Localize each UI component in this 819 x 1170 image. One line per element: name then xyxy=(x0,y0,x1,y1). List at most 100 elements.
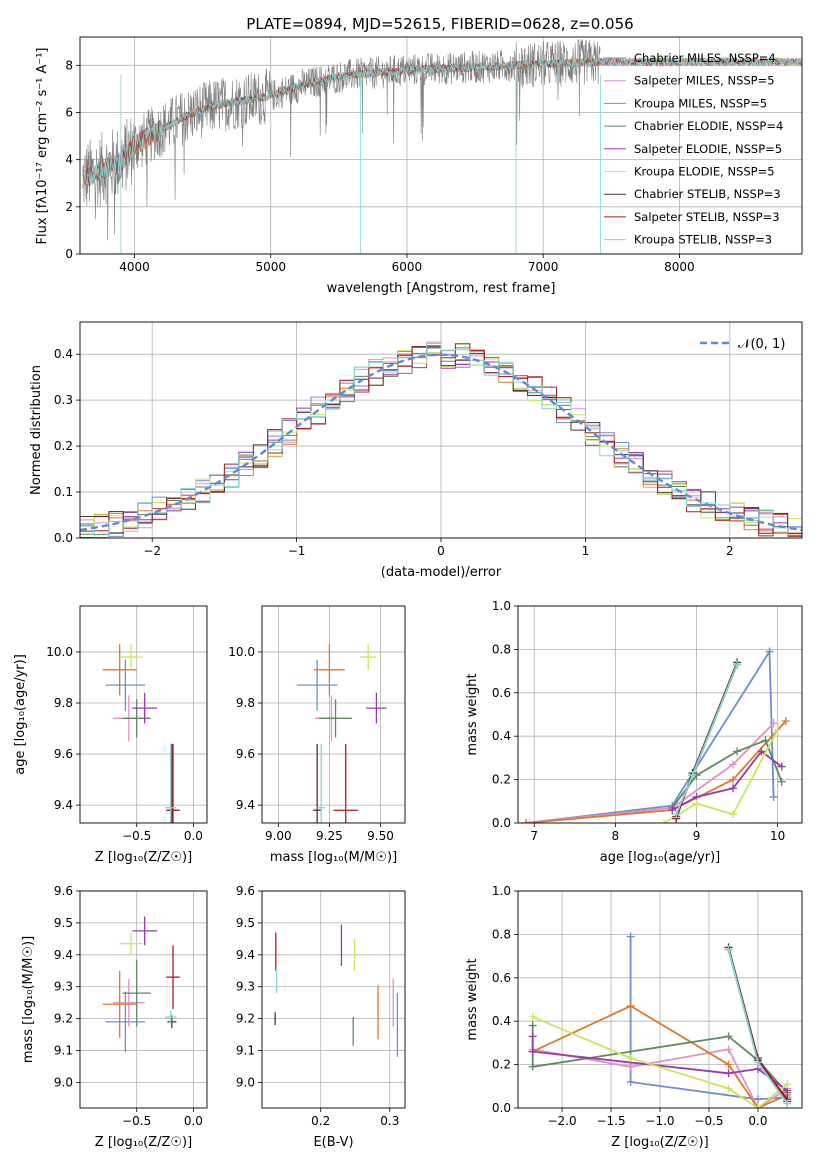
plot-area xyxy=(80,341,802,538)
x-tick-label: −2 xyxy=(143,544,161,558)
x-tick-label: 0.0 xyxy=(184,1114,203,1128)
y-tick-label: 0.8 xyxy=(492,927,511,941)
y-tick-label: 0.2 xyxy=(492,1058,511,1072)
weight-marker xyxy=(765,647,774,656)
weight-marker xyxy=(528,1032,537,1041)
x-tick-label: 7 xyxy=(530,829,538,843)
y-tick-label: 0.6 xyxy=(492,971,511,985)
panel-mass-vs-ebv: 0.2 0.3 9.0 9.1 9.2 9.3 9.4 9.5 9.6 E(B-V) xyxy=(236,884,406,1150)
y-tick-label: 9.4 xyxy=(54,948,73,962)
weight-marker xyxy=(757,747,766,756)
y-axis-label: Normed distribution xyxy=(29,365,44,495)
x-tick-label: 6000 xyxy=(392,260,423,274)
y-tick-label: 9.1 xyxy=(54,1044,73,1058)
y-tick-label: 9.8 xyxy=(54,696,73,710)
weight-marker xyxy=(626,1077,635,1086)
weight-marker xyxy=(769,792,778,801)
x-tick-label: 0.2 xyxy=(311,1114,330,1128)
grid xyxy=(518,605,802,824)
axes-frame xyxy=(79,321,803,539)
y-tick-label: 9.0 xyxy=(54,1075,73,1089)
y-tick-label: 9.8 xyxy=(236,696,255,710)
weight-marker xyxy=(724,1045,733,1054)
panel-spectrum: 4000 5000 6000 7000 8000 0 2 4 6 8 wavelength [Ang… xyxy=(35,36,803,296)
y-tick-label: 0.0 xyxy=(492,1101,511,1115)
x-tick-label: 0 xyxy=(437,544,445,558)
x-tick-label: 1 xyxy=(582,544,590,558)
x-tick-label: 9.50 xyxy=(367,829,394,843)
plot-area xyxy=(102,916,180,1053)
axes-frame xyxy=(261,605,406,824)
figure-title: PLATE=0894, MJD=52615, FIBERID=0628, z=0… xyxy=(246,15,633,33)
weight-marker xyxy=(724,1084,733,1093)
y-tick-label: 9.0 xyxy=(236,1075,255,1089)
x-tick-label: 10 xyxy=(770,829,785,843)
gaussian-curve xyxy=(80,353,802,532)
y-tick-label: 0.0 xyxy=(492,816,511,830)
x-tick-label: −0.5 xyxy=(122,1114,151,1128)
weight-marker xyxy=(729,784,738,793)
plot-area xyxy=(274,924,399,1057)
x-axis-label: wavelength [Angstrom, rest frame] xyxy=(327,281,556,296)
y-tick-label: 0.3 xyxy=(54,393,73,407)
weight-marker xyxy=(688,771,697,780)
legend-entry: Salpeter MILES, NSSP=5 xyxy=(634,74,775,88)
legend-entry: Salpeter STELIB, NSSP=3 xyxy=(634,210,780,224)
weight-marker xyxy=(528,1062,537,1071)
x-axis-label: E(B-V) xyxy=(313,1135,353,1150)
plot-area xyxy=(522,647,790,823)
x-axis-label: Z [log₁₀(Z/Z☉)] xyxy=(95,1135,192,1150)
x-tick-label: 0.0 xyxy=(184,829,203,843)
weight-marker xyxy=(660,819,669,823)
y-tick-label: 9.4 xyxy=(236,948,255,962)
weight-marker xyxy=(729,760,738,769)
weight-marker xyxy=(733,747,742,756)
weight-series-0 xyxy=(525,648,775,823)
legend-entry: Kroupa ELODIE, NSSP=5 xyxy=(634,165,775,179)
legend-entry: Kroupa MILES, NSSP=5 xyxy=(634,96,767,110)
weight-marker xyxy=(729,810,738,819)
y-tick-label: 0.4 xyxy=(54,347,73,361)
axes-frame xyxy=(517,605,803,824)
x-tick-label: 7000 xyxy=(528,260,559,274)
x-tick-label: −1 xyxy=(288,544,306,558)
panel-age-vs-Z: −0.5 0.0 9.4 9.6 9.8 10.0 Z [log₁₀(Z/Z☉)] age [… xyxy=(13,605,208,865)
grid xyxy=(262,890,405,1108)
y-tick-label: 8 xyxy=(65,58,73,72)
y-axis-label: age [log₁₀(age/yr)] xyxy=(13,654,28,775)
y-axis-label: Flux [fλ10⁻¹⁷ erg cm⁻² s⁻¹ A⁻¹] xyxy=(35,48,50,245)
grid xyxy=(518,890,802,1109)
weight-marker xyxy=(781,717,790,726)
y-tick-label: 9.4 xyxy=(236,798,255,812)
x-tick-label: 9.25 xyxy=(316,829,343,843)
panel-weight-vs-age: 7 8 9 10 0.0 0.2 0.4 0.6 0.8 1.0 age [log₁₀(age/yr… xyxy=(465,599,803,865)
x-tick-label: 0.0 xyxy=(748,1114,767,1128)
axes-frame xyxy=(517,890,803,1109)
plot-area xyxy=(102,644,180,823)
panel-age-vs-mass: 9.00 9.25 9.50 9.4 9.6 9.8 10.0 mass [log₁₀(M/M… xyxy=(228,605,406,865)
weight-marker xyxy=(753,1104,762,1108)
weight-marker xyxy=(753,1058,762,1067)
y-tick-label: 9.3 xyxy=(236,980,255,994)
weight-marker xyxy=(692,799,701,808)
weight-marker xyxy=(724,1032,733,1041)
y-tick-label: 0.6 xyxy=(492,686,511,700)
weight-marker xyxy=(761,736,770,745)
x-tick-label: 2 xyxy=(726,544,734,558)
plot-area xyxy=(528,932,792,1108)
weight-marker xyxy=(729,775,738,784)
x-tick-label: −2.0 xyxy=(547,1114,576,1128)
y-tick-label: 0 xyxy=(65,247,73,261)
x-tick-label: −0.5 xyxy=(122,829,151,843)
weight-marker xyxy=(724,1060,733,1069)
x-axis-label: (data-model)/error xyxy=(381,565,502,580)
x-tick-label: 9.00 xyxy=(265,829,292,843)
y-tick-label: 0.2 xyxy=(492,773,511,787)
x-tick-label: 8000 xyxy=(664,260,695,274)
y-tick-label: 10.0 xyxy=(228,645,255,659)
x-tick-label: 8 xyxy=(612,829,620,843)
panel-mass-vs-Z: −0.5 0.0 9.0 9.1 9.2 9.3 9.4 9.5 9.6 Z [log₁₀(Z/Z… xyxy=(21,884,208,1150)
y-tick-label: 0.4 xyxy=(492,729,511,743)
y-tick-label: 9.6 xyxy=(54,884,73,898)
